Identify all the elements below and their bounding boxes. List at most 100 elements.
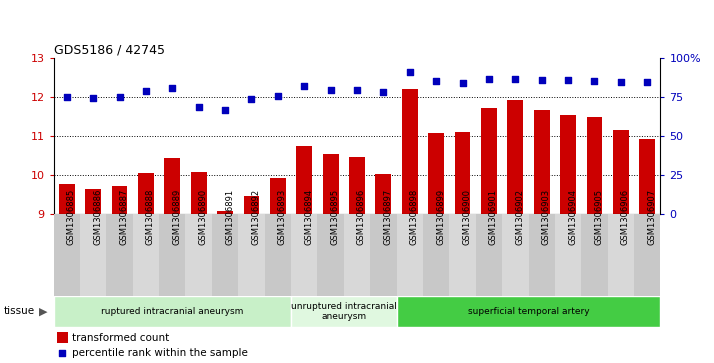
Point [563, 77, 574, 83]
Point [351, 87, 363, 93]
Text: GSM1306898: GSM1306898 [410, 188, 419, 245]
Point [378, 90, 389, 95]
Text: GSM1306901: GSM1306901 [489, 189, 498, 245]
Point [510, 76, 521, 82]
Bar [581, 214, 608, 296]
Bar [54, 214, 80, 296]
Text: GSM1306892: GSM1306892 [251, 188, 261, 245]
Text: GSM1306902: GSM1306902 [516, 189, 524, 245]
Point [615, 79, 627, 85]
Bar [613, 130, 629, 214]
Point [166, 85, 178, 91]
Bar [80, 214, 106, 296]
Bar [159, 214, 186, 296]
Bar [502, 214, 528, 296]
Text: GSM1306889: GSM1306889 [172, 188, 181, 245]
Point [219, 107, 231, 113]
Point [404, 69, 416, 75]
Point [642, 79, 653, 85]
Bar [138, 173, 154, 214]
Point [56, 350, 68, 356]
Bar [476, 214, 502, 296]
Bar [186, 214, 212, 296]
Text: GDS5186 / 42745: GDS5186 / 42745 [54, 43, 164, 56]
Text: GSM1306891: GSM1306891 [225, 188, 234, 245]
Point [272, 93, 283, 99]
Text: GSM1306894: GSM1306894 [304, 188, 313, 245]
Bar [349, 157, 365, 214]
Bar [164, 158, 180, 214]
Bar [634, 214, 660, 296]
Bar [396, 214, 423, 296]
Text: GSM1306890: GSM1306890 [198, 188, 208, 245]
Bar [396, 296, 660, 327]
Bar [376, 174, 391, 214]
Bar [639, 139, 655, 214]
Text: GSM1306887: GSM1306887 [119, 188, 129, 245]
Bar [318, 214, 344, 296]
Bar [481, 108, 497, 214]
Bar [555, 214, 581, 296]
Bar [212, 214, 238, 296]
Bar [238, 214, 265, 296]
Text: GSM1306903: GSM1306903 [542, 188, 550, 245]
Bar [608, 214, 634, 296]
Bar [85, 189, 101, 214]
Bar [56, 332, 68, 343]
Text: GSM1306897: GSM1306897 [383, 188, 393, 245]
Point [325, 87, 336, 93]
Bar [106, 214, 133, 296]
Bar [54, 296, 291, 327]
Text: GSM1306905: GSM1306905 [595, 189, 603, 245]
Bar [560, 115, 576, 214]
Bar [296, 146, 312, 214]
Text: GSM1306907: GSM1306907 [648, 188, 656, 245]
Bar [449, 214, 476, 296]
Text: GSM1306886: GSM1306886 [93, 188, 102, 245]
Bar [587, 117, 603, 214]
Text: percentile rank within the sample: percentile rank within the sample [71, 348, 248, 358]
Bar [133, 214, 159, 296]
Text: GSM1306895: GSM1306895 [331, 188, 340, 245]
Point [298, 83, 310, 89]
Point [457, 80, 468, 86]
Bar [243, 196, 259, 214]
Point [483, 76, 495, 82]
Bar [323, 155, 338, 214]
Point [61, 94, 72, 100]
Text: tissue: tissue [4, 306, 35, 316]
Bar [528, 214, 555, 296]
Text: GSM1306888: GSM1306888 [146, 188, 155, 245]
Text: transformed count: transformed count [71, 333, 169, 343]
Text: ruptured intracranial aneurysm: ruptured intracranial aneurysm [101, 307, 243, 316]
Bar [111, 186, 127, 214]
Point [431, 78, 442, 83]
Bar [508, 100, 523, 214]
Text: GSM1306885: GSM1306885 [66, 188, 76, 245]
Bar [455, 132, 471, 214]
Bar [344, 214, 370, 296]
Text: GSM1306900: GSM1306900 [463, 189, 471, 245]
Bar [370, 214, 396, 296]
Bar [217, 211, 233, 214]
Bar [270, 178, 286, 214]
Bar [291, 296, 396, 327]
Bar [423, 214, 449, 296]
Bar [534, 110, 550, 214]
Text: GSM1306893: GSM1306893 [278, 188, 287, 245]
Text: GSM1306904: GSM1306904 [568, 189, 577, 245]
Text: unruptured intracranial
aneurysm: unruptured intracranial aneurysm [291, 302, 397, 321]
Bar [191, 172, 206, 214]
Bar [59, 184, 75, 214]
Text: GSM1306899: GSM1306899 [436, 188, 445, 245]
Text: ▶: ▶ [39, 306, 47, 316]
Bar [291, 214, 318, 296]
Point [536, 77, 548, 83]
Bar [265, 214, 291, 296]
Text: superficial temporal artery: superficial temporal artery [468, 307, 589, 316]
Bar [428, 132, 444, 214]
Point [114, 94, 125, 100]
Point [589, 78, 600, 84]
Point [87, 95, 99, 101]
Text: GSM1306896: GSM1306896 [357, 188, 366, 245]
